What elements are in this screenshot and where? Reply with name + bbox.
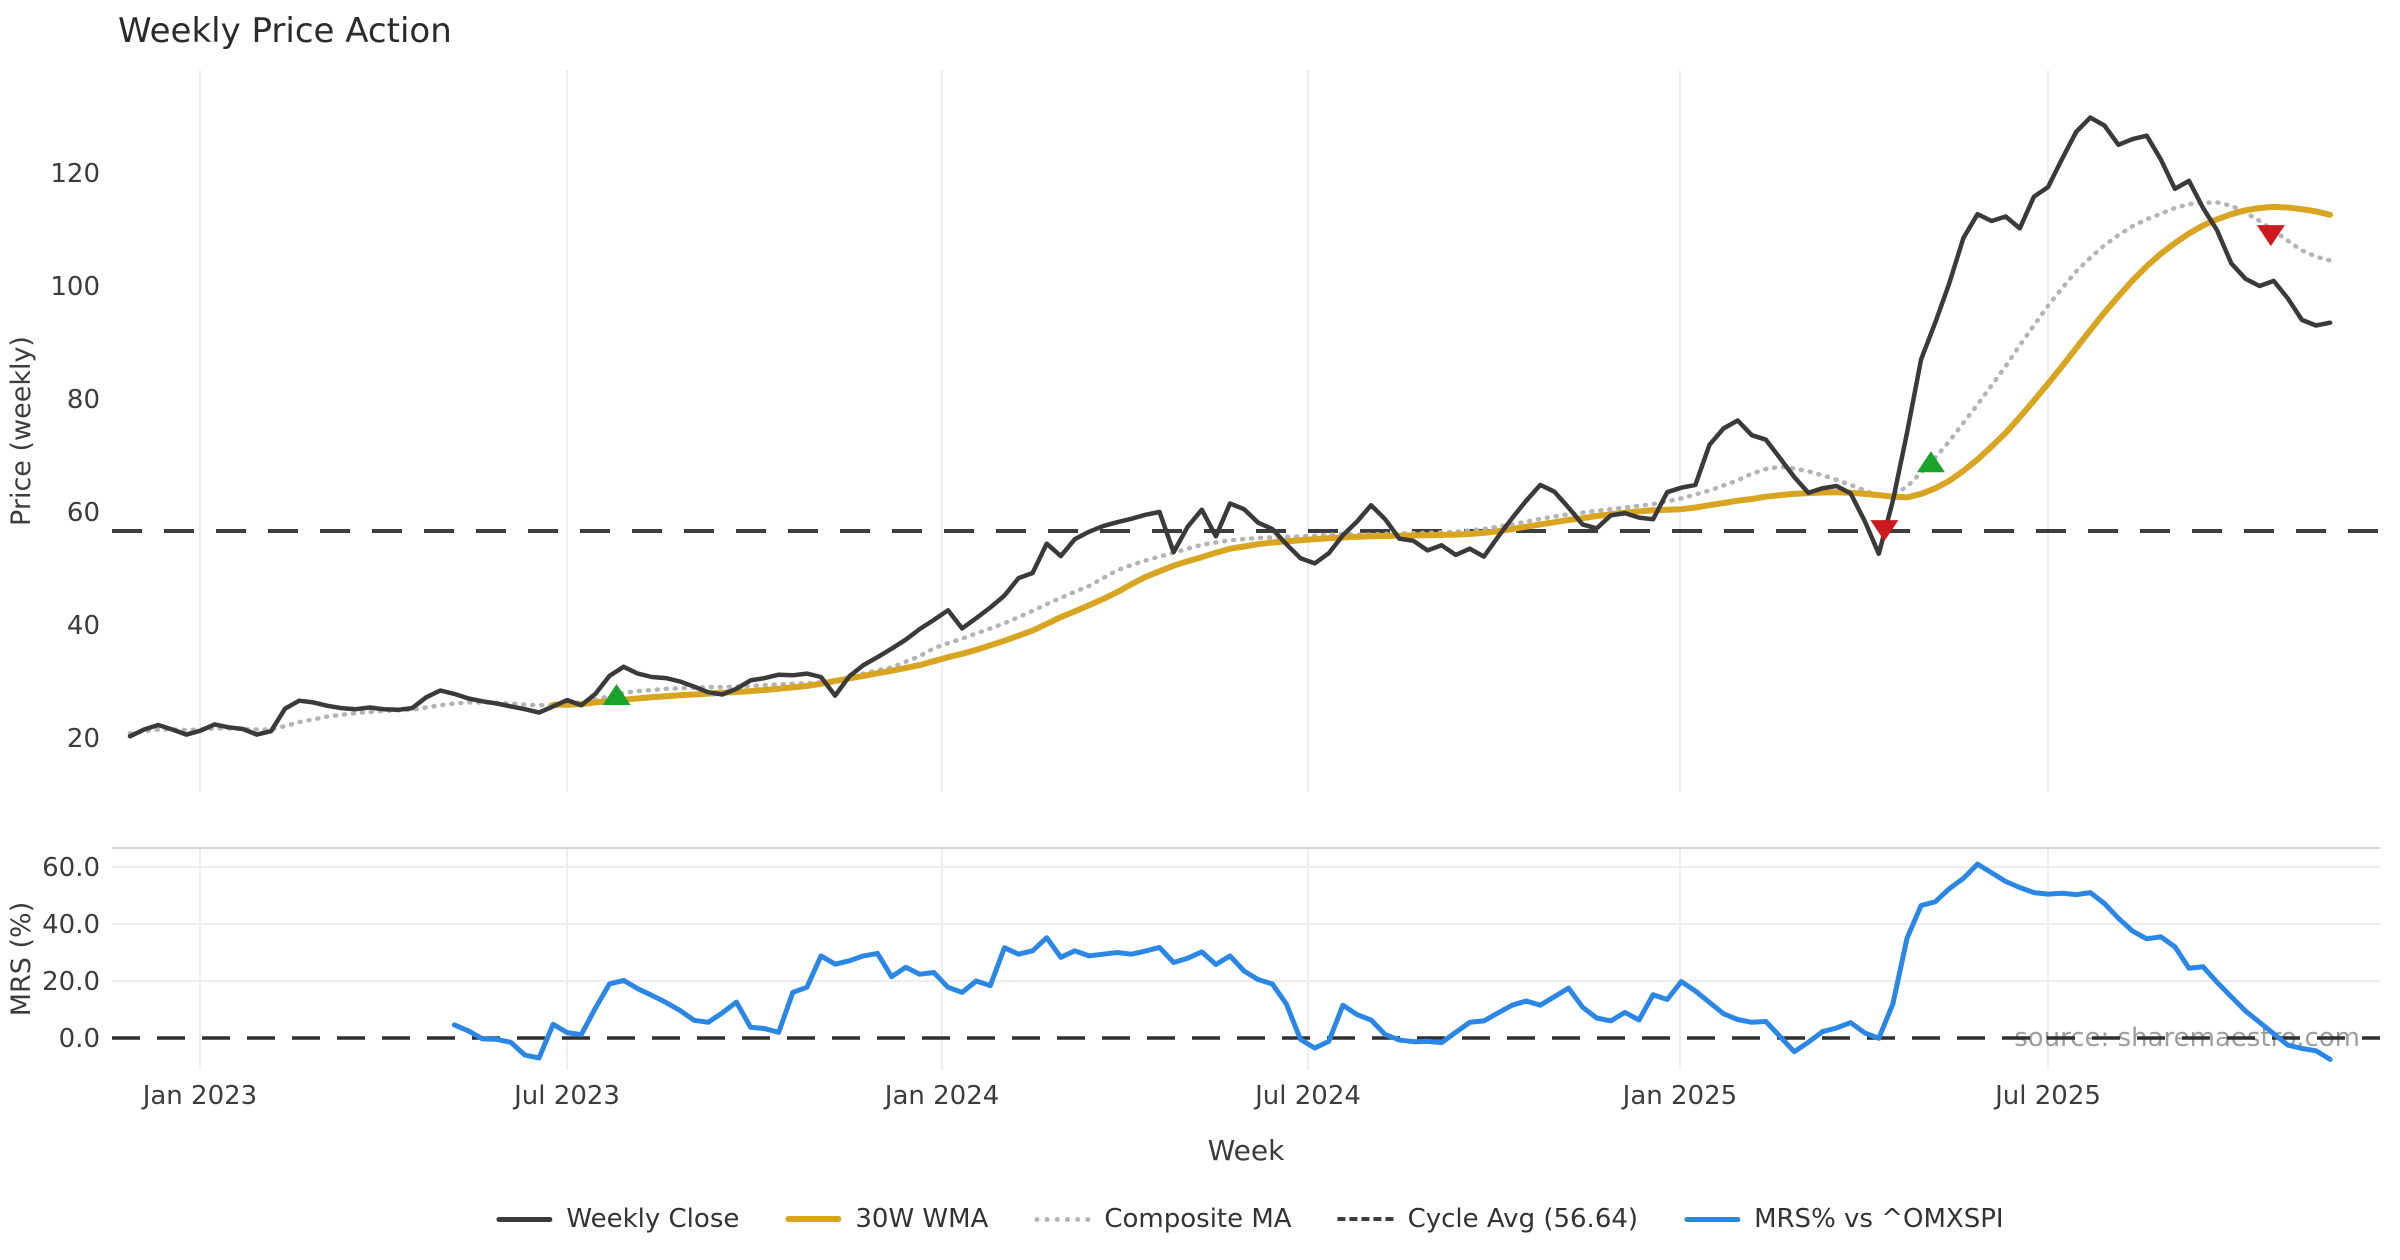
xtick-label: Jan 2024	[883, 1081, 1000, 1111]
signal-markers	[602, 225, 2285, 706]
price-ytick-label: 40	[67, 611, 100, 641]
legend: Weekly Close 30W WMA Composite MA Cycle …	[496, 1204, 2004, 1234]
legend-item-mrs: MRS% vs ^OMXSPI	[1684, 1204, 2004, 1234]
mrs-panel-series	[112, 861, 2380, 1062]
sell-signal-marker	[2256, 225, 2285, 247]
legend-item-weekly-close: Weekly Close	[496, 1204, 739, 1234]
sell-signal-marker	[1870, 520, 1899, 542]
xtick-label: Jan 2023	[141, 1081, 258, 1111]
price-ytick-label: 120	[50, 159, 100, 189]
legend-item-cycle-avg: Cycle Avg (56.64)	[1337, 1204, 1639, 1234]
mrs-ytick-label: 40.0	[42, 910, 100, 940]
price-panel-series	[112, 115, 2380, 739]
wma-30w-line	[550, 203, 2334, 708]
weekly-close-line-swatch	[496, 1216, 553, 1222]
wma-line-swatch	[785, 1216, 842, 1222]
legend-label: Weekly Close	[566, 1204, 740, 1234]
mrs-ytick-label: 0.0	[59, 1024, 100, 1054]
axis-tick-labels: 20 40 60 80 100 120 0.0 20.0 40.0 60.0 Jan 2023 Jul…	[42, 159, 2101, 1111]
x-axis-label: Week	[1208, 1134, 1285, 1167]
mrs-axis-label: MRS (%)	[6, 902, 37, 1017]
mrs-ytick-label: 60.0	[42, 853, 100, 883]
legend-label: MRS% vs ^OMXSPI	[1754, 1204, 2004, 1234]
legend-label: Composite MA	[1104, 1204, 1292, 1234]
mrs-ytick-label: 20.0	[42, 967, 100, 997]
composite-ma-line	[127, 200, 2333, 736]
chart-title: Weekly Price Action	[118, 11, 452, 51]
mrs-panel-gridlines	[112, 847, 2380, 1070]
price-ytick-label: 20	[67, 724, 100, 754]
price-ytick-label: 80	[67, 385, 100, 415]
weekly-close-line	[127, 115, 2333, 739]
price-ytick-label: 60	[67, 498, 100, 528]
price-ytick-label: 100	[50, 272, 100, 302]
xtick-label: Jul 2023	[512, 1081, 620, 1111]
xtick-label: Jul 2024	[1253, 1081, 1361, 1111]
composite-ma-line-swatch	[1034, 1216, 1091, 1222]
buy-signal-marker	[1916, 451, 1945, 473]
legend-label: 30W WMA	[855, 1204, 989, 1234]
mrs-line-swatch	[1684, 1216, 1741, 1222]
buy-signal-marker	[602, 684, 631, 706]
xtick-label: Jul 2025	[1993, 1081, 2101, 1111]
legend-label: Cycle Avg (56.64)	[1407, 1204, 1639, 1234]
legend-item-composite-ma: Composite MA	[1034, 1204, 1292, 1234]
xtick-label: Jan 2025	[1621, 1081, 1738, 1111]
price-panel-gridlines	[198, 70, 2050, 792]
legend-item-30w-wma: 30W WMA	[785, 1204, 988, 1234]
mrs-line	[451, 861, 2333, 1062]
cycle-avg-line-swatch	[1337, 1217, 1394, 1221]
price-axis-label: Price (weekly)	[6, 336, 37, 526]
